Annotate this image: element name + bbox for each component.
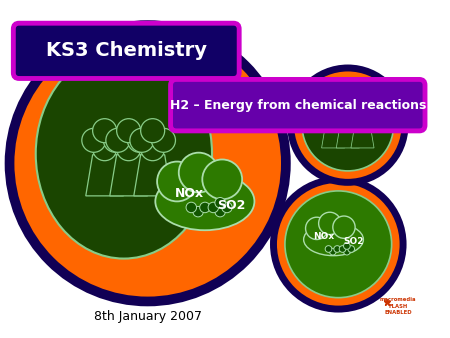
Circle shape [157,162,197,201]
Circle shape [349,107,363,121]
Text: 8th January 2007: 8th January 2007 [94,310,202,323]
Polygon shape [351,123,374,148]
Text: SO2: SO2 [217,199,245,212]
Text: macromedia
FLASH
ENABLED: macromedia FLASH ENABLED [380,297,417,315]
Circle shape [193,207,203,217]
Circle shape [291,68,405,182]
Circle shape [334,246,341,252]
Circle shape [152,128,176,152]
Circle shape [141,137,165,161]
Circle shape [141,119,165,143]
Circle shape [343,248,350,255]
Circle shape [106,128,130,152]
Text: NOx: NOx [313,232,334,241]
FancyBboxPatch shape [171,79,425,131]
Circle shape [222,202,232,213]
Circle shape [325,246,332,252]
Circle shape [326,101,341,116]
Circle shape [117,119,141,143]
Circle shape [202,160,242,199]
Circle shape [215,197,225,208]
Circle shape [341,112,355,126]
Circle shape [186,202,197,213]
Circle shape [355,101,370,116]
Circle shape [362,107,377,121]
Circle shape [334,107,349,121]
FancyBboxPatch shape [14,23,239,78]
Ellipse shape [36,49,212,259]
Circle shape [179,153,219,192]
Circle shape [348,246,355,252]
Text: NOx: NOx [175,187,204,200]
Circle shape [333,216,355,238]
Circle shape [319,107,334,121]
Text: SO2: SO2 [343,237,364,246]
Circle shape [329,248,336,255]
Circle shape [93,119,117,143]
Ellipse shape [155,173,254,230]
Circle shape [215,207,225,217]
Circle shape [343,243,350,249]
Circle shape [355,112,370,126]
Circle shape [347,107,362,121]
Text: H2 – Energy from chemical reactions: H2 – Energy from chemical reactions [170,99,426,112]
Circle shape [341,101,355,116]
Circle shape [9,25,286,301]
Polygon shape [134,155,171,196]
Circle shape [302,79,394,171]
Circle shape [93,137,117,161]
Polygon shape [86,155,123,196]
Circle shape [285,191,392,298]
Text: KS3 Chemistry: KS3 Chemistry [46,41,207,61]
Circle shape [306,217,328,240]
Ellipse shape [304,223,364,256]
Circle shape [200,202,210,213]
Circle shape [319,212,341,235]
Circle shape [339,246,346,252]
Circle shape [127,128,152,152]
Polygon shape [110,155,148,196]
Circle shape [326,112,341,126]
Circle shape [104,128,127,152]
Polygon shape [322,123,345,148]
Circle shape [130,128,154,152]
Circle shape [117,137,141,161]
Polygon shape [336,123,360,148]
Circle shape [274,179,403,309]
Circle shape [208,202,219,213]
Circle shape [82,128,106,152]
Circle shape [333,107,347,121]
